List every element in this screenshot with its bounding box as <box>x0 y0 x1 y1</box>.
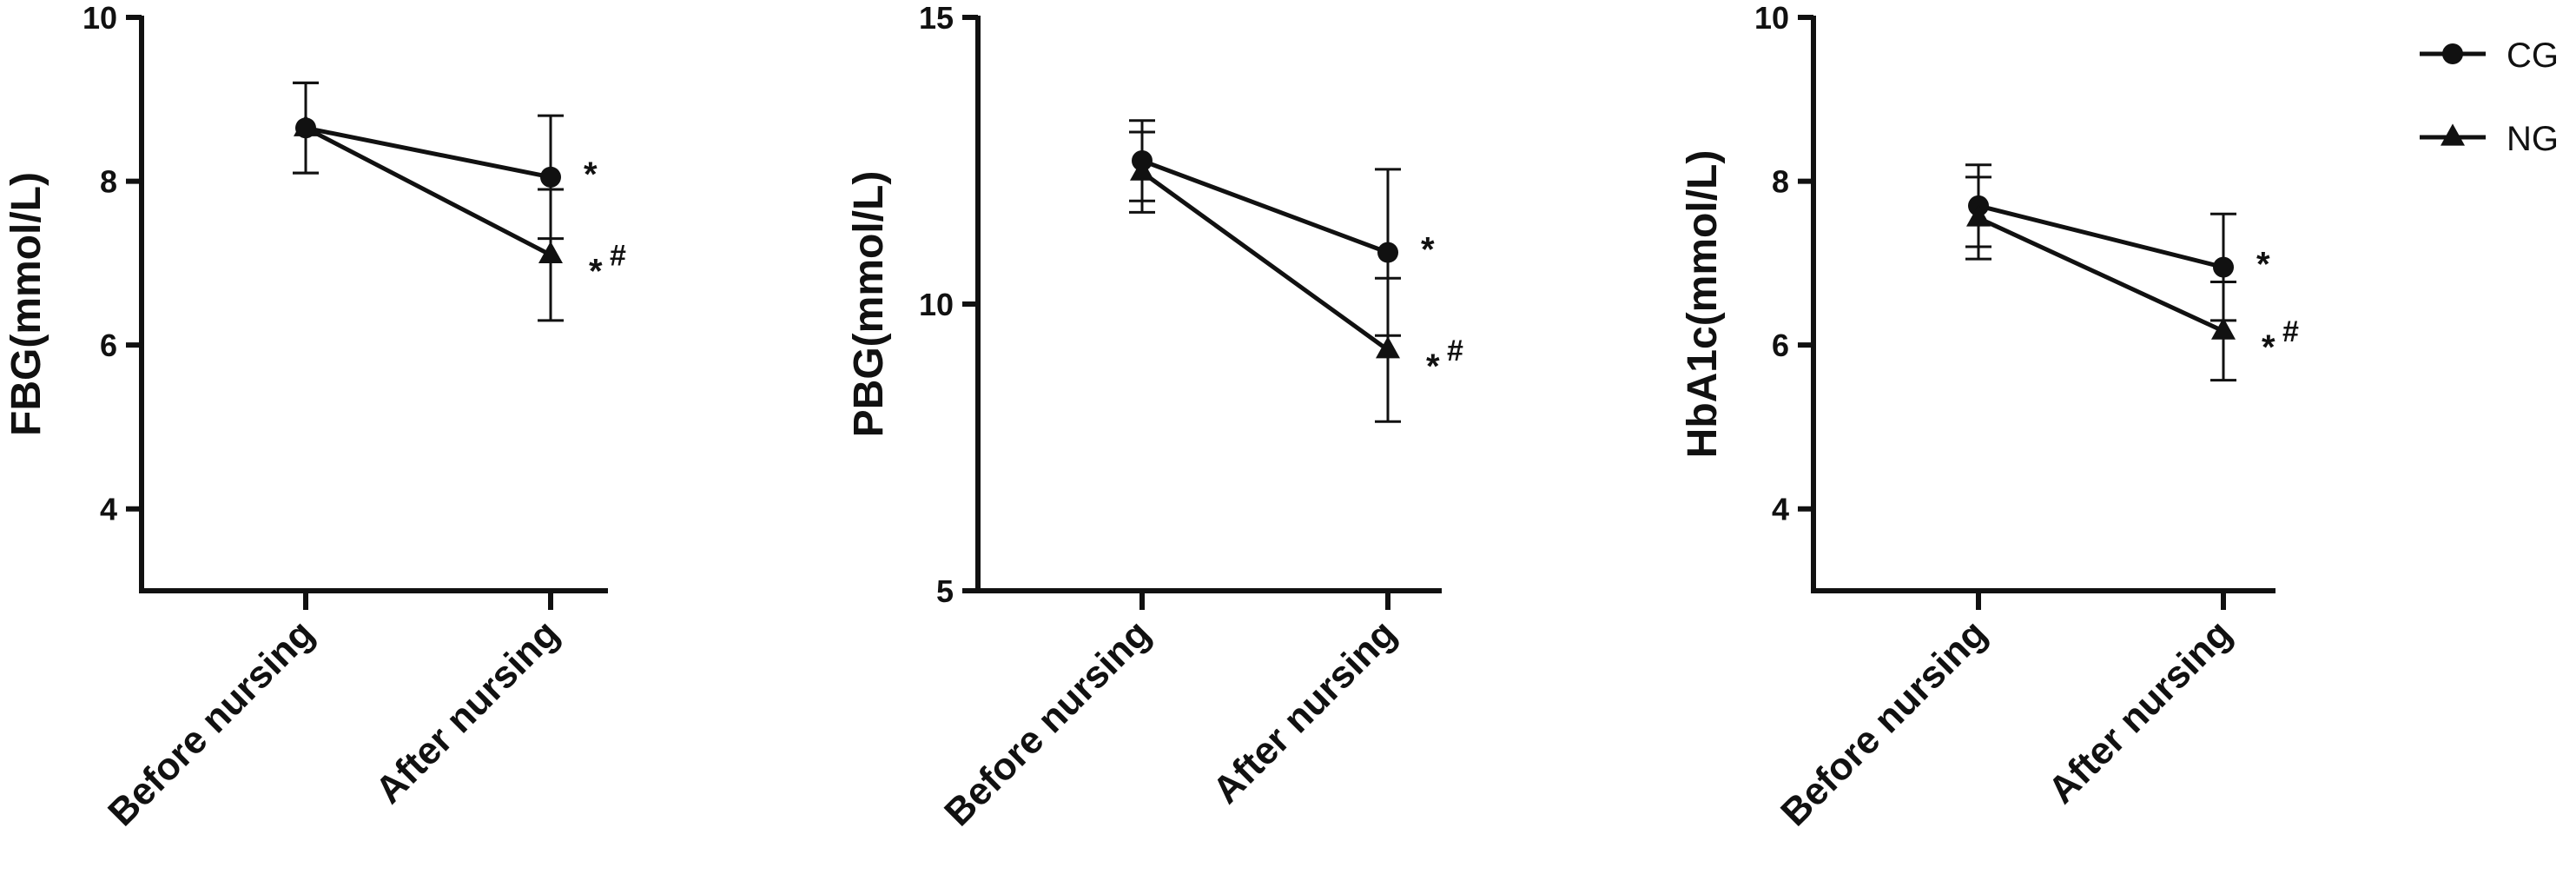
significance-mark-ng-hash: # <box>2282 315 2299 348</box>
legend-label: CG <box>2507 36 2559 75</box>
significance-mark-cg: * <box>2256 246 2270 284</box>
x-category-label: After nursing <box>1205 612 1404 811</box>
series-line <box>1977 215 2225 334</box>
significance-mark-cg: * <box>1421 231 1435 269</box>
y-axis-title: FBG(mmol/L) <box>3 172 50 436</box>
y-axis-title: HbA1c(mmol/L) <box>1680 150 1726 459</box>
series-ng <box>1129 130 1401 423</box>
data-point-circle <box>540 166 561 188</box>
y-tick-label: 8 <box>100 164 117 200</box>
series-cg <box>1129 119 1401 337</box>
y-tick-label: 8 <box>1772 164 1789 200</box>
data-point-triangle <box>538 241 563 264</box>
chart-panel-3: 4 6 8 10 Before nursing After nursing HbA1c(mm… <box>1680 0 2299 834</box>
series-ng <box>293 81 564 322</box>
y-tick-label: 10 <box>1754 0 1789 36</box>
legend-item-cg: CG <box>2420 36 2559 75</box>
data-point-triangle <box>1130 158 1154 181</box>
series-line <box>1978 203 2224 269</box>
y-tick-label: 10 <box>919 287 954 322</box>
significance-mark-ng: * <box>1426 348 1440 386</box>
y-tick-label: 10 <box>83 0 117 36</box>
series-line <box>305 125 552 180</box>
x-category-label: After nursing <box>2040 612 2240 811</box>
data-point-circle <box>1377 242 1398 263</box>
series-ng <box>1965 175 2236 382</box>
significance-mark-ng: * <box>589 252 603 290</box>
legend-circle-marker <box>2442 43 2463 64</box>
data-point-triangle <box>294 114 318 136</box>
y-tick-label: 4 <box>100 492 117 527</box>
legend: CG NG <box>2420 36 2559 158</box>
significance-mark-cg: * <box>584 156 598 194</box>
x-category-label: Before nursing <box>1773 612 1995 834</box>
data-point-triangle <box>1376 336 1400 359</box>
x-category-label: Before nursing <box>100 612 322 834</box>
series-line <box>304 126 552 257</box>
y-tick-label: 15 <box>919 0 954 36</box>
x-category-label: Before nursing <box>936 612 1159 834</box>
data-point-triangle <box>1966 204 1991 227</box>
chart-panel-2: 5 10 15 Before nursing After nursing PBG(mmol… <box>846 0 1463 834</box>
legend-label: NG <box>2507 120 2559 158</box>
series-line <box>1140 170 1390 352</box>
data-point-triangle <box>2211 317 2236 340</box>
x-category-label: After nursing <box>367 612 567 811</box>
y-tick-label: 4 <box>1772 492 1789 527</box>
y-axis-title: PBG(mmol/L) <box>846 171 892 438</box>
series-cg <box>293 81 564 241</box>
series-cg <box>1965 163 2236 322</box>
legend-triangle-marker <box>2441 123 2465 146</box>
significance-mark-ng-hash: # <box>610 239 626 272</box>
y-tick-label: 6 <box>1772 328 1789 363</box>
chart-panel-1: 4 6 8 10 Before nursing After nursing FBG(mmol… <box>3 0 626 834</box>
series-line <box>1141 158 1389 255</box>
significance-mark-ng: * <box>2262 328 2275 367</box>
significance-mark-ng-hash: # <box>1447 334 1463 367</box>
data-point-circle <box>2213 256 2234 278</box>
y-tick-label: 5 <box>936 573 954 609</box>
legend-item-ng: NG <box>2420 120 2559 158</box>
y-tick-label: 6 <box>100 328 117 363</box>
